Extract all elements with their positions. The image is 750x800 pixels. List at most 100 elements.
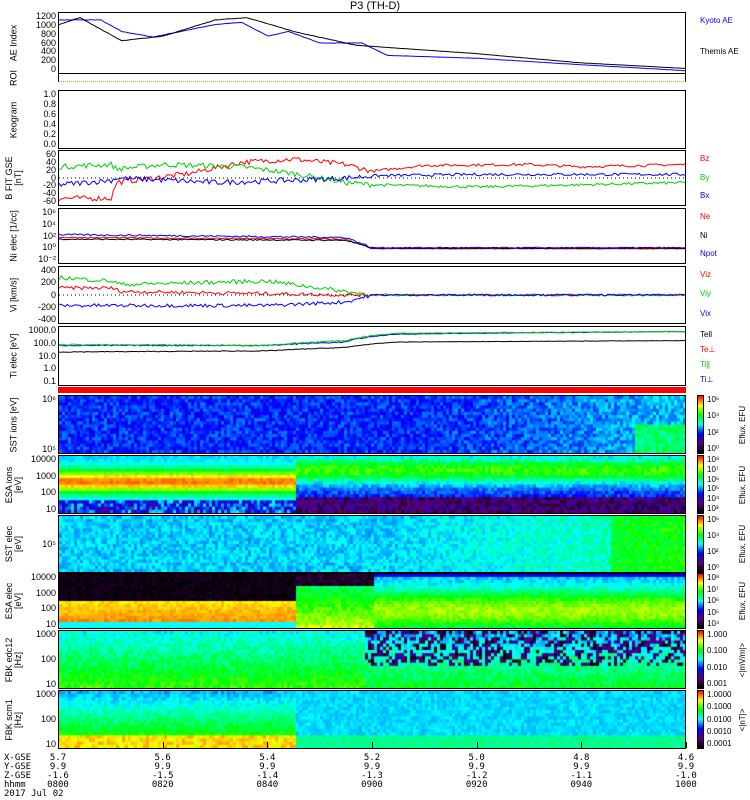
x-tick	[58, 742, 59, 748]
legend-entry: Viy	[700, 289, 711, 299]
panel-label-fbk_b: FBK scm1 [Hz]	[4, 698, 23, 741]
colorbar-tick-label: 10²	[707, 427, 719, 437]
plot-area-ni	[59, 233, 685, 250]
y-tick-label: 400	[40, 46, 56, 57]
ephemeris-value: -1.5	[151, 771, 174, 781]
series-ni	[59, 238, 685, 250]
series-vix	[59, 293, 685, 308]
y-tick-label: 10⁰	[42, 242, 56, 253]
panel-vi	[58, 266, 686, 324]
y-tick-label: 10⁵	[42, 539, 56, 549]
y-tick-label: 1000	[35, 19, 56, 30]
series-themis_ae	[59, 16, 685, 69]
series-ti_par	[59, 330, 685, 347]
y-tick-label: 200	[40, 55, 56, 66]
colorbar-title: <|mV/m|>	[738, 642, 747, 677]
colorbar-tick-label: 10⁷	[707, 584, 719, 594]
y-tick-label: 0.6	[43, 109, 56, 119]
spectrogram-fbk_e	[59, 631, 685, 688]
y-tick-label: 10⁴	[42, 218, 56, 229]
y-tick-label: 100	[40, 487, 56, 498]
y-tick-label: -200	[37, 301, 56, 312]
colorbar-tick-label: 10⁶	[707, 474, 720, 484]
ephemeris-value: 0800	[47, 780, 69, 790]
panel-esa_i	[58, 455, 686, 514]
colorbar-tick-label: 10⁴	[707, 494, 720, 504]
colorbar-tick-label: 10⁰	[707, 563, 720, 572]
legend-entry: Ti∥	[700, 360, 711, 369]
y-tick-label: 10⁻²	[38, 254, 56, 264]
panel-fbk_e	[58, 630, 686, 689]
legend-entry: Themis AE	[700, 47, 739, 56]
y-tick-label: -40	[42, 188, 56, 199]
colorbar-tick-label: 10⁸	[707, 573, 720, 582]
colorbar-sst_e	[697, 515, 704, 573]
legend-entry: Te⊥	[700, 345, 716, 354]
legend-entry: Bz	[700, 154, 710, 163]
colorbar-tick-label: 10⁰	[707, 444, 720, 453]
y-tick-label: 0	[50, 172, 56, 183]
y-tick-label: 10⁶	[42, 207, 56, 217]
ephemeris-value: 0920	[465, 780, 488, 790]
y-tick-label: 0.2	[43, 129, 56, 139]
panel-label-ti: Ti elec [eV]	[8, 333, 19, 379]
ephemeris-value: 9.9	[363, 762, 381, 772]
y-tick-label: -400	[37, 314, 56, 324]
colorbar-esa_e	[697, 573, 704, 629]
legend-entry: Vix	[700, 308, 711, 318]
ephemeris-value: 9.9	[468, 762, 485, 772]
panel-label-esa_i: ESA ions [eV]	[4, 466, 23, 503]
legend-entry: Tell	[700, 330, 713, 339]
ephemeris-value: 5.6	[154, 753, 171, 763]
colorbar-tick-label: 0.0100	[707, 714, 732, 724]
plot-area-ae	[59, 16, 685, 72]
ephemeris-row-label: Y-GSE	[4, 762, 32, 772]
colorbar-tick-label: 0.010	[707, 662, 728, 672]
ephemeris-value: 5.7	[49, 753, 67, 763]
ephemeris-value: 0840	[256, 780, 279, 790]
y-tick-label: -60	[42, 196, 56, 206]
y-tick-label: 0	[50, 64, 56, 74]
ephemeris-value: 0820	[151, 780, 174, 790]
y-tick-label: 10	[45, 739, 56, 749]
spectrogram-esa_i	[59, 456, 685, 513]
y-tick-label: 10	[45, 504, 56, 514]
panel-label-sst_i: SST ions [eV]	[8, 397, 19, 452]
colorbar-tick-label: 0.100	[707, 646, 728, 656]
ephemeris-value: 5.4	[259, 753, 276, 763]
legend-entry: By	[700, 172, 710, 182]
colorbar-tick-label: 10⁴	[707, 411, 720, 421]
series-npot	[59, 233, 685, 249]
panel-ti	[58, 326, 686, 386]
ephemeris-value: 9.9	[259, 762, 276, 772]
y-tick-label: 100	[40, 654, 56, 664]
y-tick-label: 0.0	[43, 139, 56, 149]
legend-entry: Viz	[700, 270, 711, 279]
colorbar-fbk_e	[697, 630, 704, 689]
ephemeris-value: 9.9	[49, 762, 67, 772]
y-tick-label: -20	[42, 180, 56, 191]
panel-ae	[58, 12, 686, 74]
colorbar-esa_i	[697, 455, 704, 514]
ephemeris-value: 9.9	[677, 762, 695, 772]
y-tick-label: 800	[40, 28, 56, 39]
panel-label-fbk_e: FBK edc12 [Hz]	[4, 637, 23, 682]
status-bar-red	[58, 387, 686, 393]
y-tick-label: 100	[40, 603, 56, 614]
y-tick-label: 10000	[30, 454, 56, 464]
spectrogram-esa_e	[59, 574, 685, 628]
panel-label-esa_e: ESA elec [eV]	[4, 582, 23, 620]
panel-keogram	[58, 90, 686, 149]
panel-esa_e	[58, 573, 686, 629]
y-tick-label: 1200	[35, 11, 56, 21]
colorbar-tick-label: 1.000	[707, 630, 728, 639]
legend-entry: Ti⊥	[700, 375, 714, 384]
series-bz	[59, 157, 685, 202]
colorbar-tick-label: 10⁴	[707, 619, 720, 628]
y-tick-label: 1000	[35, 689, 56, 699]
ephemeris-value: -1.2	[465, 771, 488, 781]
y-tick-label: 10⁵	[42, 444, 56, 454]
panel-label-vi: Vi [km/s]	[8, 277, 19, 313]
y-tick-label: 10.0	[38, 350, 56, 361]
